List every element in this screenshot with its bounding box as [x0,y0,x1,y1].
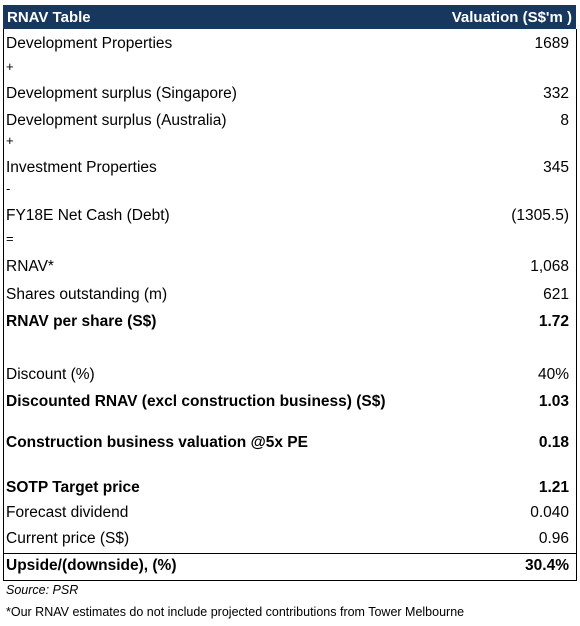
table-row: RNAV per share (S$) 1.72 [6,312,573,332]
table-header: RNAV Table Valuation (S$'m ) [3,5,576,29]
row-label: Shares outstanding (m) [6,286,168,303]
row-label: FY18E Net Cash (Debt) [6,207,170,224]
row-label: Upside/(downside), (%) [6,557,177,574]
row-separator [3,553,576,554]
row-label: Discount (%) [6,366,95,383]
row-label: Investment Properties [6,159,157,176]
row-value: 0.96 [538,530,569,547]
row-label: Discounted RNAV (excl construction busin… [6,393,386,410]
row-label: RNAV per share (S$) [6,313,157,330]
row-value: 0.18 [538,434,569,451]
row-label: Development Properties [6,35,173,52]
table-row: - [6,181,573,196]
row-label: Forecast dividend [6,504,129,521]
value-header: Valuation (S$'m ) [451,9,572,26]
table-row: Discount (%) 40% [6,365,573,385]
row-label: + [6,133,14,148]
row-value: (1305.5) [511,207,569,224]
row-value: 1.72 [538,313,569,330]
table-row: FY18E Net Cash (Debt) (1305.5) [6,206,573,226]
table-row: Development Properties 1689 [6,34,573,54]
row-value: 0.040 [530,504,569,521]
row-value: 40% [537,366,569,383]
row-label: RNAV* [6,258,54,275]
row-value: 8 [560,112,569,129]
table-row: Development surplus (Singapore) 332 [6,84,573,104]
table-title: RNAV Table [7,9,91,26]
row-label: Development surplus (Singapore) [6,85,237,102]
row-value: 1.03 [538,393,569,410]
table-row: Upside/(downside), (%) 30.4% [6,556,573,576]
table-row: Development surplus (Australia) 8 [6,111,573,131]
row-label: + [6,59,14,74]
source: Source: PSR [6,583,79,597]
row-value: 345 [543,159,569,176]
table-row: Discounted RNAV (excl construction busin… [6,392,573,412]
row-label: = [6,231,14,246]
row-value: 621 [543,286,569,303]
row-label: Current price (S$) [6,530,130,547]
row-value: 30.4% [525,557,569,574]
row-label: - [6,181,11,196]
table-row: Shares outstanding (m) 621 [6,285,573,305]
table-row: Forecast dividend 0.040 [6,503,573,523]
table-row: Investment Properties 345 [6,158,573,178]
footnote: *Our RNAV estimates do not include proje… [6,605,465,619]
table-row: + [6,133,573,148]
table-row: SOTP Target price 1.21 [6,478,573,498]
row-value: 1.21 [538,479,569,496]
row-value: 1,068 [530,258,569,275]
table-body [3,29,577,581]
table-row: + [6,59,573,74]
row-label: SOTP Target price [6,479,140,496]
table-row: = [6,231,573,246]
table-row: Construction business valuation @5x PE 0.… [6,433,573,453]
row-label: Construction business valuation @5x PE [6,434,308,451]
row-label: Development surplus (Australia) [6,112,227,129]
table-row: RNAV* 1,068 [6,257,573,277]
table-row: Current price (S$) 0.96 [6,529,573,549]
row-value: 332 [543,85,569,102]
row-value: 1689 [534,35,569,52]
